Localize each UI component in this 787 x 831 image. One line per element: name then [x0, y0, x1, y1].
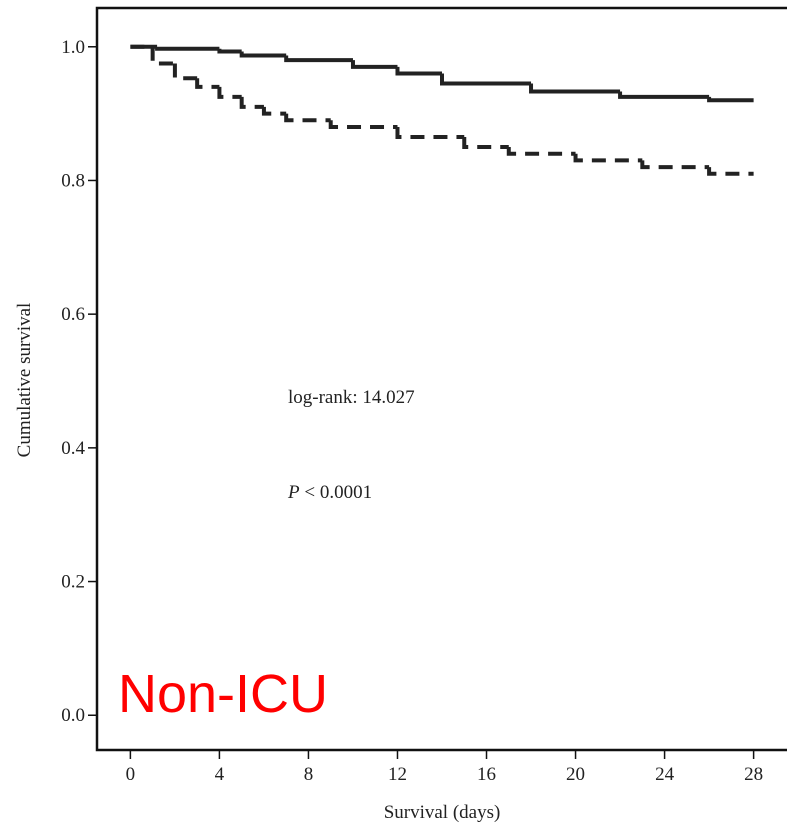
- survival-step: [284, 113, 331, 123]
- survival-step: [506, 147, 576, 156]
- p-text: < 0.0001: [304, 482, 372, 503]
- x-tick-label: 16: [477, 764, 496, 785]
- p-symbol: P: [287, 482, 300, 503]
- survival-step: [172, 63, 198, 81]
- survival-step: [239, 96, 264, 109]
- survival-step: [395, 126, 465, 140]
- survival-step: [573, 153, 643, 163]
- survival-step: [529, 83, 621, 94]
- survival-step: [618, 91, 710, 99]
- y-tick-label: 0.6: [61, 304, 85, 325]
- log-rank-annotation: log-rank: 14.027: [288, 387, 415, 408]
- survival-step: [217, 86, 242, 99]
- x-tick-label: 8: [304, 764, 314, 785]
- survival-step: [239, 51, 287, 58]
- x-axis-label: Survival (days): [384, 802, 501, 823]
- survival-step: [350, 60, 398, 69]
- survival-step: [640, 160, 710, 170]
- survival-step: [261, 106, 287, 116]
- x-tick-label: 24: [655, 764, 675, 785]
- p-value-annotation: P < 0.0001: [287, 482, 372, 503]
- y-tick-label: 0.8: [61, 170, 85, 191]
- y-tick-label: 0.4: [61, 438, 85, 459]
- survival-step: [395, 66, 442, 76]
- x-tick-label: 4: [215, 764, 225, 785]
- x-tick-label: 28: [744, 764, 763, 785]
- x-tick-label: 20: [566, 764, 585, 785]
- survival-step: [217, 48, 242, 54]
- survival-step: [328, 120, 398, 129]
- survival-step: [707, 167, 754, 176]
- axis-frame: [95, 6, 787, 752]
- x-tick-label: 12: [388, 764, 407, 785]
- survival-step: [155, 46, 220, 51]
- x-tick-label: 0: [126, 764, 136, 785]
- y-tick-label: 0.0: [61, 705, 85, 726]
- survival-step: [195, 78, 220, 89]
- survival-step: [707, 96, 754, 103]
- survival-step: [462, 137, 509, 150]
- survival-step: [284, 55, 353, 63]
- survival-step: [440, 73, 532, 86]
- survival-step: [150, 46, 175, 66]
- y-tick-label: 0.2: [61, 572, 85, 593]
- group-label: Non-ICU: [118, 664, 328, 724]
- y-axis-label: Cumulative survival: [14, 303, 35, 458]
- y-tick-label: 1.0: [61, 37, 85, 58]
